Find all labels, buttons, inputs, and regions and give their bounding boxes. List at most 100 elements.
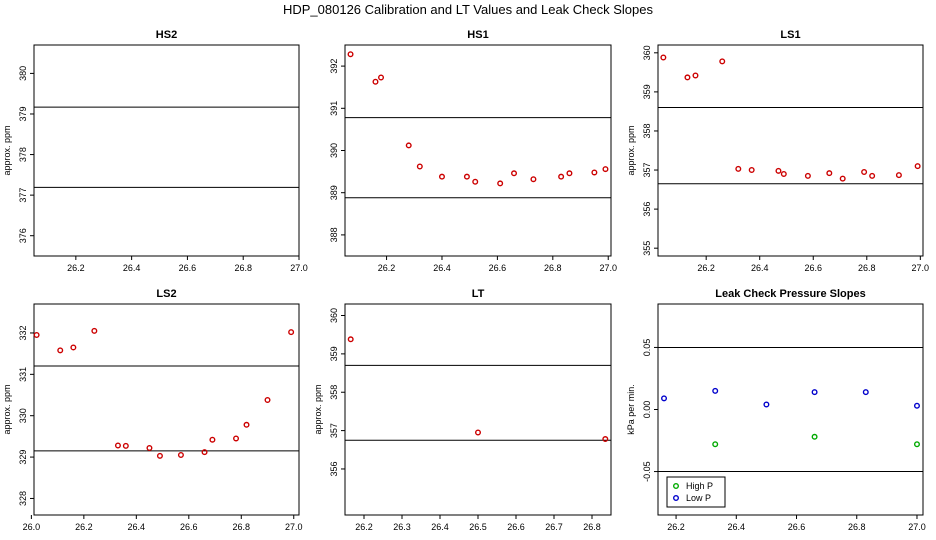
panel-title: LT <box>472 288 485 300</box>
y-tick-label: 377 <box>18 188 28 203</box>
legend: High P Low P <box>666 476 726 508</box>
y-tick-label: 380 <box>18 66 28 81</box>
y-tick-label: 389 <box>329 185 339 200</box>
data-point <box>861 168 868 175</box>
data-point <box>602 166 609 173</box>
x-tick-label: 26.6 <box>788 522 806 532</box>
x-tick-label: 26.2 <box>67 263 85 273</box>
y-tick-label: -0.05 <box>642 461 652 482</box>
panel-4: LS2 26.0 26.2 26.4 26.6 26.8 27.0 328 329 330 331 3… <box>2 288 303 532</box>
data-point <box>895 172 902 179</box>
data-point <box>438 173 445 180</box>
y-tick-label: 358 <box>329 385 339 400</box>
panel-1: HS2 26.2 26.4 26.6 26.8 27.0 376 377 378 379 380 ap… <box>2 29 308 273</box>
y-axis-label: approx. ppm <box>2 125 12 175</box>
y-tick-label: 390 <box>329 143 339 158</box>
x-tick-label: 27.0 <box>912 263 930 273</box>
data-point <box>378 74 385 81</box>
data-point <box>826 170 833 177</box>
data-point <box>712 387 719 394</box>
y-tick-label: 332 <box>18 325 28 340</box>
x-tick-label: 26.4 <box>431 522 449 532</box>
legend-box <box>666 476 726 508</box>
y-tick-label: 328 <box>18 491 28 506</box>
x-tick-label: 26.3 <box>393 522 411 532</box>
data-point <box>91 327 98 334</box>
x-tick-label: 26.6 <box>507 522 525 532</box>
x-tick-label: 26.0 <box>23 522 41 532</box>
data-point <box>748 167 755 174</box>
x-tick-label: 26.6 <box>180 522 198 532</box>
data-point <box>558 173 565 180</box>
data-point <box>122 442 129 449</box>
data-point <box>775 167 782 174</box>
x-tick-label: 27.0 <box>290 263 308 273</box>
x-tick-label: 26.8 <box>583 522 601 532</box>
data-point <box>661 395 668 402</box>
y-tick-label: 356 <box>642 202 652 217</box>
x-tick-label: 26.4 <box>123 263 141 273</box>
x-tick-label: 26.2 <box>378 263 396 273</box>
data-point <box>914 163 921 170</box>
x-tick-label: 26.8 <box>848 522 866 532</box>
data-point <box>57 347 64 354</box>
plot-frame <box>344 303 612 516</box>
plot-frame <box>657 44 924 257</box>
y-axis-label: approx. ppm <box>626 125 636 175</box>
y-axis-label: kPa per min. <box>626 384 636 435</box>
y-tick-label: 357 <box>329 423 339 438</box>
y-tick-label: 392 <box>329 59 339 74</box>
data-point <box>497 180 504 187</box>
data-point <box>472 178 479 185</box>
y-tick-label: 357 <box>642 163 652 178</box>
legend-label: High P <box>686 481 713 491</box>
panel-2: HS1 26.2 26.4 26.6 26.8 27.0 388 389 390 391 392 <box>329 29 617 273</box>
plot-frame <box>344 44 612 257</box>
data-point <box>177 452 184 459</box>
data-point <box>811 433 818 440</box>
data-point <box>243 421 250 428</box>
data-point <box>463 173 470 180</box>
data-point <box>264 396 271 403</box>
y-tick-label: 358 <box>642 123 652 138</box>
panel-3: LS1 26.2 26.4 26.6 26.8 27.0 355 356 357 358 359 36… <box>626 29 929 273</box>
y-tick-label: 359 <box>642 84 652 99</box>
data-point <box>684 74 691 81</box>
y-tick-label: 360 <box>329 308 339 323</box>
data-point <box>209 436 216 443</box>
data-point <box>347 336 354 343</box>
panel-title: Leak Check Pressure Slopes <box>715 288 865 300</box>
data-point <box>288 329 295 336</box>
data-point <box>692 72 699 79</box>
data-point <box>591 169 598 176</box>
y-tick-label: 391 <box>329 101 339 116</box>
x-tick-label: 27.0 <box>599 263 617 273</box>
x-tick-label: 26.8 <box>858 263 876 273</box>
data-point <box>660 54 667 61</box>
plot-frame <box>33 303 300 516</box>
x-tick-label: 26.6 <box>179 263 197 273</box>
panel-title: HS1 <box>467 29 488 41</box>
data-point <box>70 344 77 351</box>
data-point <box>811 389 818 396</box>
x-tick-label: 26.4 <box>433 263 451 273</box>
data-point <box>839 175 846 182</box>
data-point <box>372 78 379 85</box>
data-point <box>719 58 726 65</box>
x-tick-label: 26.4 <box>728 522 746 532</box>
y-tick-label: 360 <box>642 45 652 60</box>
x-tick-label: 26.5 <box>469 522 487 532</box>
panel-5: LT 26.2 26.3 26.4 26.5 26.6 26.7 26.8 356 357 358 3… <box>313 288 612 532</box>
y-tick-label: 0.05 <box>642 339 652 357</box>
figure-title: HDP_080126 Calibration and LT Values and… <box>283 2 654 17</box>
data-point <box>146 444 153 451</box>
x-tick-label: 26.8 <box>233 522 251 532</box>
x-tick-label: 27.0 <box>285 522 303 532</box>
plot-frame <box>33 44 300 257</box>
x-tick-label: 26.2 <box>355 522 373 532</box>
y-tick-label: 329 <box>18 450 28 465</box>
data-point <box>602 436 609 443</box>
y-tick-label: 379 <box>18 106 28 121</box>
legend-label: Low P <box>686 493 711 503</box>
